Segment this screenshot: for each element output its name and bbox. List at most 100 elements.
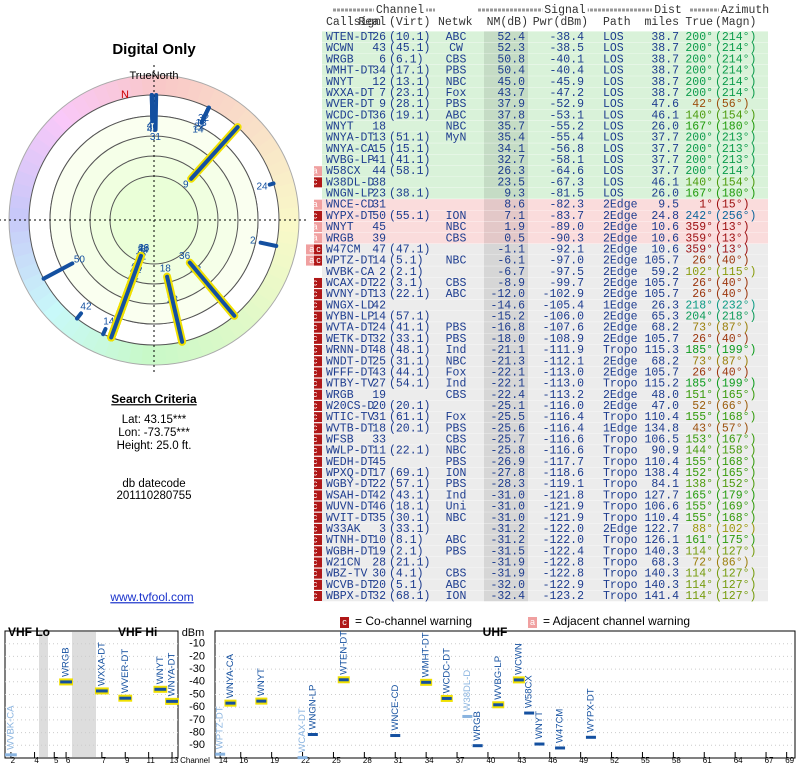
cell: -121.8 bbox=[543, 489, 585, 502]
cell: ABC bbox=[446, 31, 467, 44]
cell: NBC bbox=[446, 355, 467, 368]
row-bg bbox=[322, 154, 768, 166]
flag-box bbox=[314, 255, 322, 266]
flag-box bbox=[314, 289, 322, 300]
cell: Tropo bbox=[603, 545, 638, 558]
cell: -97.0 bbox=[549, 255, 584, 268]
azimuth-ring bbox=[271, 252, 295, 271]
warning-flag: ac bbox=[309, 244, 323, 254]
cell: WGBH-DT bbox=[326, 545, 374, 558]
azimuth-ring bbox=[9, 229, 31, 246]
cell: 218° bbox=[685, 299, 713, 312]
signal-callsign: WVER-DT bbox=[120, 649, 131, 694]
azimuth-ring bbox=[91, 332, 112, 357]
nm-shade bbox=[484, 590, 528, 602]
cell: (87°) bbox=[715, 322, 750, 335]
cell: WRGB bbox=[326, 232, 354, 245]
cell: (33.1) bbox=[389, 523, 430, 536]
cell: 110.4 bbox=[644, 411, 679, 424]
warning-flag: a bbox=[312, 199, 319, 209]
cell: 43° bbox=[692, 422, 713, 435]
warning-flags: c bbox=[313, 277, 322, 288]
flag-box bbox=[314, 490, 322, 501]
x-tick-label: 55 bbox=[641, 756, 650, 765]
cell: 10.6 bbox=[651, 221, 679, 234]
cell: (180°) bbox=[715, 188, 756, 201]
cell: 24 bbox=[372, 322, 386, 335]
azimuth-ring bbox=[163, 343, 180, 365]
nm-shade bbox=[484, 310, 528, 323]
cell: 2Edge bbox=[603, 355, 638, 368]
station-channel: 24 bbox=[256, 182, 268, 193]
cell: (40°) bbox=[715, 277, 750, 290]
row-bg bbox=[322, 467, 768, 479]
cell: (214°) bbox=[715, 31, 756, 44]
signal-callsign: WVBK-CA bbox=[5, 705, 16, 750]
cell: 26° bbox=[692, 288, 713, 301]
cell: 14 bbox=[372, 311, 386, 324]
azimuth-ring bbox=[10, 240, 34, 258]
cell: 7 bbox=[379, 87, 386, 100]
cell: (31.1) bbox=[389, 355, 430, 368]
cell: 42° bbox=[692, 98, 713, 111]
latitude: Lat: 43.15*** bbox=[122, 414, 187, 426]
cell: 19 bbox=[372, 389, 386, 402]
azimuth-ring bbox=[42, 116, 67, 140]
legend-box bbox=[340, 617, 349, 628]
row-bg bbox=[322, 87, 768, 99]
cell: (179°) bbox=[715, 489, 756, 502]
x-tick-label: 49 bbox=[579, 756, 588, 765]
cell: -25.1 bbox=[490, 400, 525, 413]
nm-shade bbox=[484, 344, 528, 356]
cell: (158°) bbox=[715, 445, 756, 458]
cell: 31 bbox=[372, 411, 386, 424]
warning-flag: a bbox=[312, 233, 319, 243]
y-tick-label: -40 bbox=[189, 676, 205, 688]
station-channel: 22 bbox=[194, 121, 206, 132]
azimuth-ring bbox=[261, 272, 286, 294]
row-bg bbox=[322, 355, 768, 367]
cell: 13 bbox=[372, 288, 386, 301]
warning-flags: c bbox=[313, 579, 322, 590]
legend-label: = Adjacent channel warning bbox=[543, 614, 690, 628]
cell: 35.7 bbox=[497, 120, 525, 133]
cell: 2Edge bbox=[603, 322, 638, 335]
azimuth-ring bbox=[127, 342, 144, 365]
column-header: (Magn) bbox=[715, 16, 756, 29]
warning-flags: c bbox=[313, 423, 322, 434]
azimuth-ring bbox=[60, 100, 84, 125]
station-ray bbox=[41, 261, 75, 281]
site-link[interactable]: www.tvfool.com bbox=[109, 590, 193, 604]
station-ray bbox=[153, 93, 159, 132]
cell: 0.5 bbox=[504, 232, 525, 245]
cell: WSAH-DT bbox=[326, 489, 374, 502]
cell: WBZ-TV bbox=[326, 568, 368, 581]
flag-box bbox=[314, 445, 322, 456]
station-ray bbox=[75, 311, 84, 321]
flag-box bbox=[314, 311, 322, 322]
signal-callsign: WYPX-DT bbox=[585, 688, 596, 732]
cell: (61.1) bbox=[389, 411, 430, 424]
azimuth-ring bbox=[249, 126, 274, 150]
flag-box bbox=[314, 199, 322, 210]
cell: 59.2 bbox=[651, 266, 679, 279]
cell: (87°) bbox=[715, 355, 750, 368]
warning-flags: c bbox=[313, 300, 322, 311]
cell: NBC bbox=[446, 221, 467, 234]
cell: -38.4 bbox=[549, 31, 584, 44]
cell: CBS bbox=[446, 53, 467, 66]
cell: -40.4 bbox=[549, 65, 584, 78]
spectrum-chart: -10-20-30-40-50-60-70-80-902 4 5 6 7 9 11 13 14 1… bbox=[4, 614, 796, 765]
signal-callsign: WPTZ-DT bbox=[215, 706, 226, 749]
cell: WVBK-CA bbox=[326, 266, 374, 279]
cell: WRGB bbox=[326, 389, 354, 402]
cell: -56.8 bbox=[549, 143, 584, 156]
signal-callsign: WNYA-CA bbox=[225, 653, 236, 698]
flag-box bbox=[314, 322, 322, 333]
cell: (214°) bbox=[715, 53, 756, 66]
cell: 35.4 bbox=[497, 132, 525, 145]
cell: LOS bbox=[603, 143, 624, 156]
row-bg bbox=[322, 445, 768, 457]
cell: 185° bbox=[685, 378, 713, 391]
cell: 46 bbox=[372, 501, 386, 514]
